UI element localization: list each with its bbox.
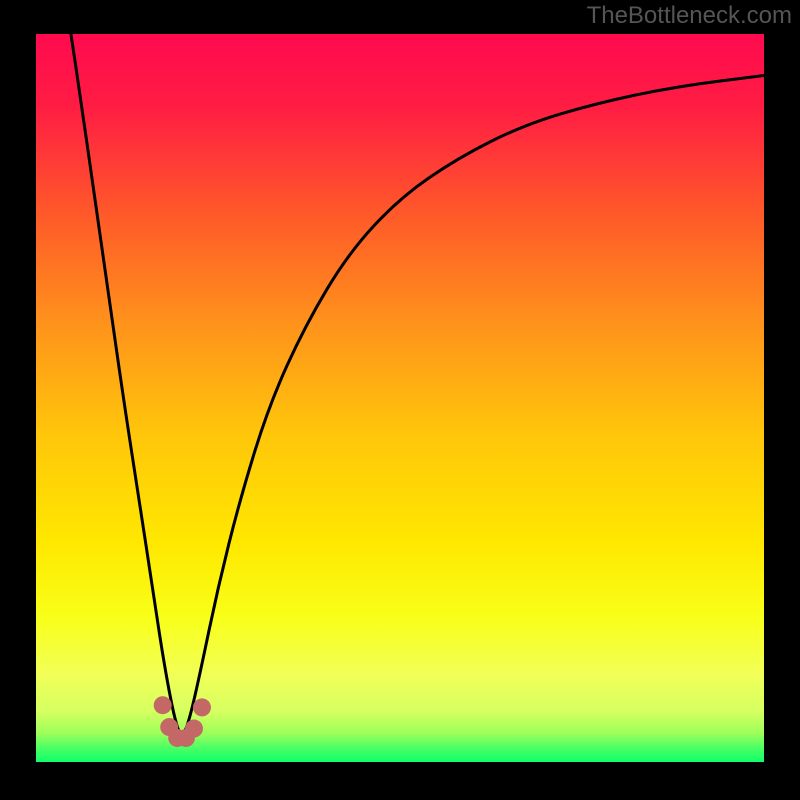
marker-dot xyxy=(154,696,172,714)
marker-dot xyxy=(185,720,203,738)
chart-svg xyxy=(0,0,800,800)
marker-dot xyxy=(193,698,211,716)
chart-container: TheBottleneck.com xyxy=(0,0,800,800)
plot-background xyxy=(36,34,764,762)
